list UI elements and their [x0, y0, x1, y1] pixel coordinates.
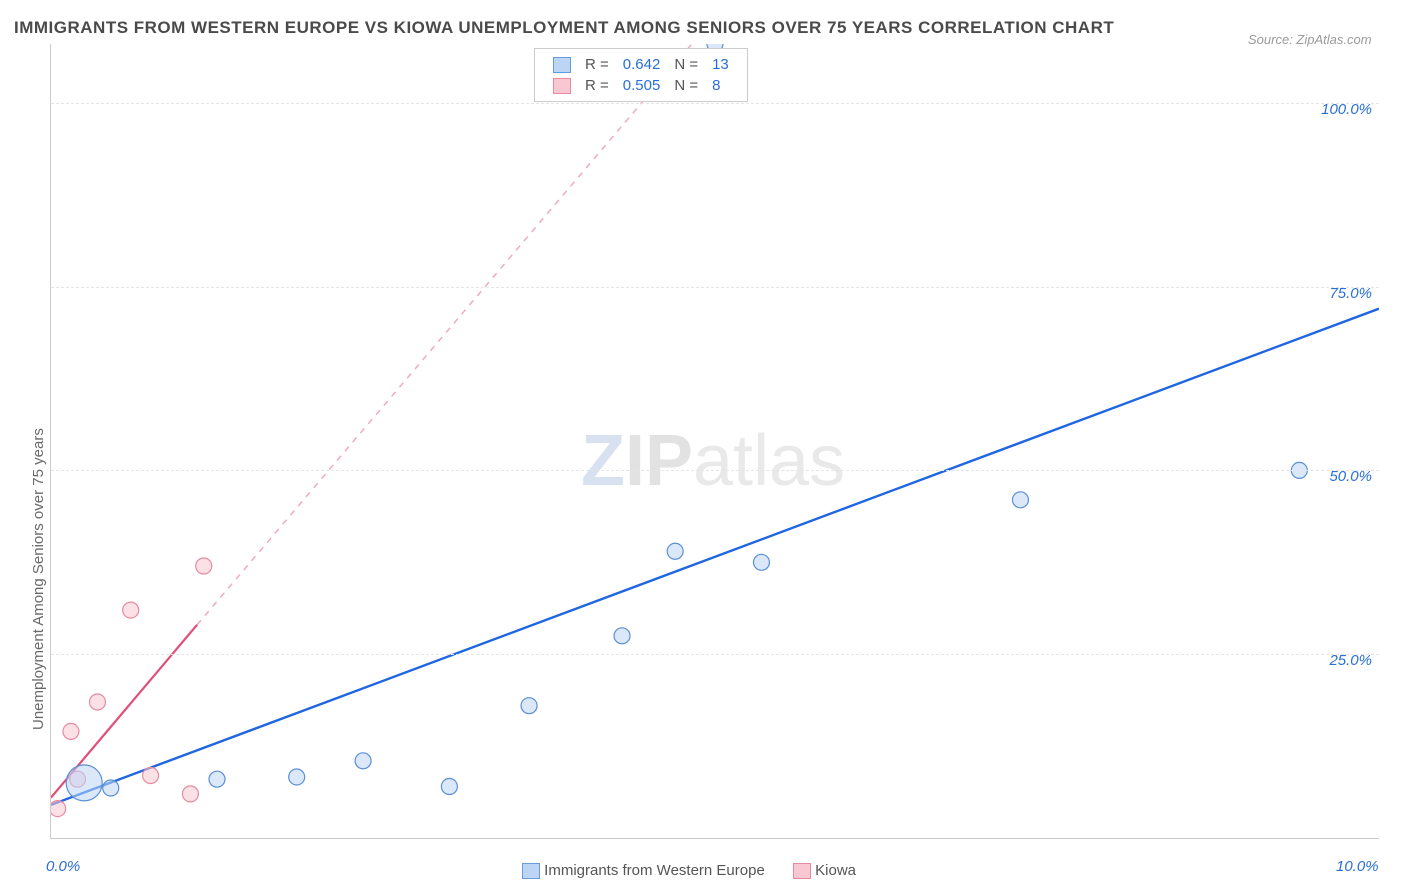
y-axis-label: Unemployment Among Seniors over 75 years [30, 428, 47, 730]
data-point-pink [50, 801, 66, 817]
r-value-blue: 0.642 [617, 55, 667, 74]
data-point-pink [63, 723, 79, 739]
series-legend: Immigrants from Western Europe Kiowa [510, 862, 868, 879]
data-point-pink [182, 786, 198, 802]
data-point-blue [521, 698, 537, 714]
chart-svg [51, 44, 1379, 838]
data-point-pink [123, 602, 139, 618]
data-point-blue [289, 769, 305, 785]
plot-area: ZIPatlas [50, 44, 1379, 839]
legend-item-pink: Kiowa [793, 862, 856, 879]
data-point-blue [66, 765, 102, 801]
y-tick-label: 100.0% [1321, 101, 1372, 118]
data-point-blue [355, 753, 371, 769]
chart-title: IMMIGRANTS FROM WESTERN EUROPE VS KIOWA … [14, 18, 1114, 38]
data-point-blue [103, 780, 119, 796]
r-value-pink: 0.505 [617, 76, 667, 95]
n-label: N = [668, 76, 704, 95]
data-point-blue [614, 628, 630, 644]
y-tick-label: 25.0% [1329, 652, 1372, 669]
data-point-pink [196, 558, 212, 574]
data-point-blue [667, 543, 683, 559]
data-point-pink [89, 694, 105, 710]
series-name-blue: Immigrants from Western Europe [544, 862, 765, 879]
y-tick-label: 50.0% [1329, 468, 1372, 485]
x-tick-label: 10.0% [1336, 858, 1379, 875]
series-name-pink: Kiowa [815, 862, 856, 879]
correlation-legend: R = 0.642 N = 13 R = 0.505 N = 8 [534, 48, 748, 102]
swatch-pink [793, 863, 811, 879]
n-label: N = [668, 55, 704, 74]
swatch-pink [553, 78, 571, 94]
data-point-blue [1012, 492, 1028, 508]
n-value-pink: 8 [706, 76, 735, 95]
swatch-blue [553, 57, 571, 73]
data-point-blue [441, 779, 457, 795]
legend-item-blue: Immigrants from Western Europe [522, 862, 765, 879]
n-value-blue: 13 [706, 55, 735, 74]
data-point-blue [753, 554, 769, 570]
r-label: R = [579, 76, 615, 95]
swatch-blue [522, 863, 540, 879]
data-point-pink [143, 768, 159, 784]
legend-row-blue: R = 0.642 N = 13 [547, 55, 735, 74]
r-label: R = [579, 55, 615, 74]
legend-row-pink: R = 0.505 N = 8 [547, 76, 735, 95]
y-tick-label: 75.0% [1329, 285, 1372, 302]
x-tick-label: 0.0% [46, 858, 80, 875]
data-point-blue [209, 771, 225, 787]
